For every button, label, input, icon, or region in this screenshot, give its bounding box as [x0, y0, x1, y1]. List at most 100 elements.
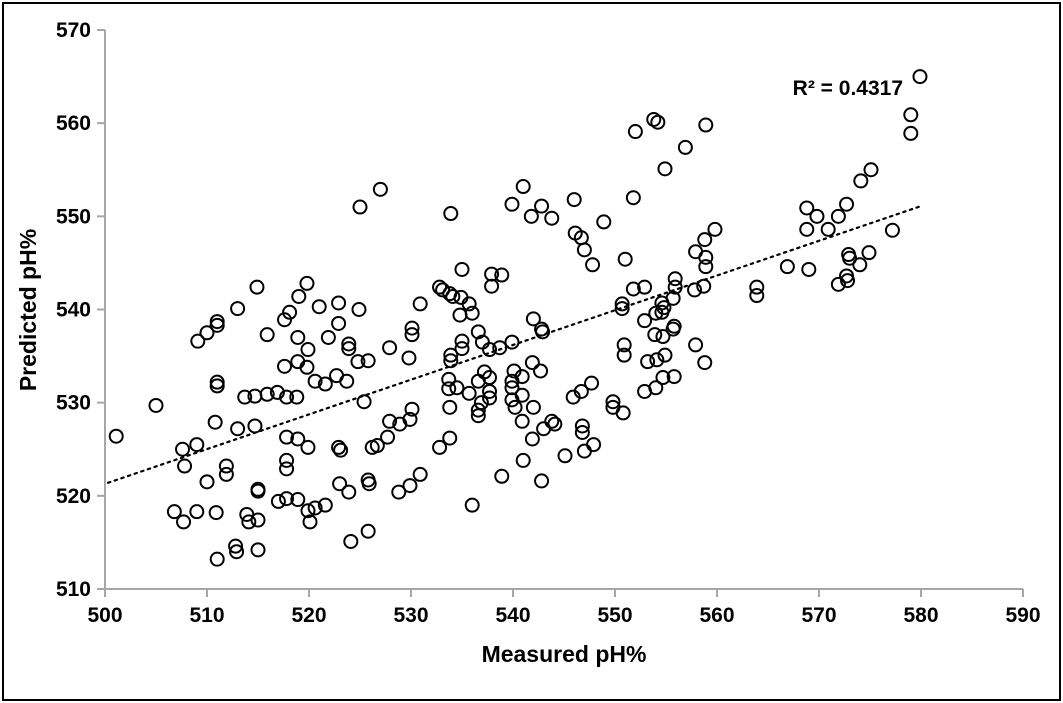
data-point	[356, 394, 372, 410]
data-point	[484, 278, 500, 294]
data-point	[655, 329, 671, 345]
data-point	[627, 124, 643, 140]
data-point	[277, 312, 293, 328]
data-point	[504, 196, 520, 212]
r-squared-annotation: R² = 0.4317	[793, 77, 903, 100]
data-point	[372, 181, 388, 197]
data-point	[482, 390, 498, 406]
data-point	[250, 483, 266, 499]
data-point	[665, 321, 681, 337]
data-point	[404, 327, 420, 343]
data-point	[443, 353, 459, 369]
data-point	[380, 429, 396, 445]
x-tick-label: 510	[189, 604, 224, 627]
data-point	[615, 405, 631, 421]
data-point	[482, 383, 498, 399]
data-point	[300, 503, 316, 519]
data-point	[666, 369, 682, 385]
data-point	[317, 497, 333, 513]
x-axis-title: Measured pH%	[482, 641, 647, 667]
data-point	[209, 378, 225, 394]
data-point	[382, 340, 398, 356]
data-point	[299, 275, 315, 291]
data-point	[616, 347, 632, 363]
data-point	[402, 478, 418, 494]
data-point	[343, 533, 359, 549]
data-point	[655, 370, 671, 386]
plot-area: 500 510 520 530 540 550 560 570 580 590 510 520 530 5…	[56, 19, 1041, 627]
data-point	[402, 411, 418, 427]
data-point	[614, 301, 630, 317]
data-point	[218, 458, 234, 474]
data-point	[547, 416, 563, 432]
data-point	[688, 337, 704, 353]
data-point	[209, 317, 225, 333]
x-tick-label: 540	[495, 604, 530, 627]
data-point	[464, 497, 480, 513]
data-point	[617, 251, 633, 267]
y-tick-label: 570	[56, 19, 91, 42]
data-point	[574, 424, 590, 440]
data-point	[352, 199, 368, 215]
data-point	[241, 514, 257, 530]
data-point	[912, 69, 928, 85]
data-point	[853, 173, 869, 189]
data-point	[190, 333, 206, 349]
data-point	[657, 347, 673, 363]
data-point	[534, 198, 550, 214]
data-point	[218, 466, 234, 482]
data-point	[175, 441, 191, 457]
y-tick-label: 550	[56, 205, 91, 228]
data-point	[576, 242, 592, 258]
data-point	[228, 538, 244, 554]
data-point	[412, 296, 428, 312]
data-point	[585, 257, 601, 273]
data-point	[331, 439, 347, 455]
data-point	[404, 320, 420, 336]
data-point	[404, 401, 420, 417]
data-point	[557, 448, 573, 464]
data-point	[364, 439, 380, 455]
data-point	[237, 389, 253, 405]
data-point	[647, 327, 663, 343]
data-point	[534, 473, 550, 489]
data-point	[412, 466, 428, 482]
data-point	[401, 350, 417, 366]
data-point	[677, 139, 693, 155]
data-point	[189, 437, 205, 453]
data-point	[625, 190, 641, 206]
data-point	[259, 386, 275, 402]
data-point	[504, 373, 520, 389]
data-point	[391, 484, 407, 500]
x-tick-label: 500	[87, 604, 122, 627]
data-point	[332, 476, 348, 492]
x-tick-label: 570	[801, 604, 836, 627]
data-point	[820, 221, 836, 237]
data-point	[331, 315, 347, 331]
data-point	[515, 179, 531, 195]
data-point	[199, 474, 215, 490]
data-point	[799, 221, 815, 237]
data-point	[230, 421, 246, 437]
data-point	[507, 399, 523, 415]
y-tick-label: 560	[56, 112, 91, 135]
data-point	[494, 267, 510, 283]
data-point	[339, 373, 355, 389]
data-point	[454, 341, 470, 357]
data-point	[341, 336, 357, 352]
data-point	[300, 439, 316, 455]
data-point	[166, 504, 182, 520]
x-tick-label: 580	[903, 604, 938, 627]
data-point	[533, 363, 549, 379]
data-point	[514, 413, 530, 429]
data-point	[189, 504, 205, 520]
x-tick-label: 550	[597, 604, 632, 627]
data-point	[586, 437, 602, 453]
data-point	[482, 342, 498, 358]
data-point	[840, 273, 856, 289]
data-point	[863, 162, 879, 178]
data-point	[176, 514, 192, 530]
data-point	[290, 431, 306, 447]
